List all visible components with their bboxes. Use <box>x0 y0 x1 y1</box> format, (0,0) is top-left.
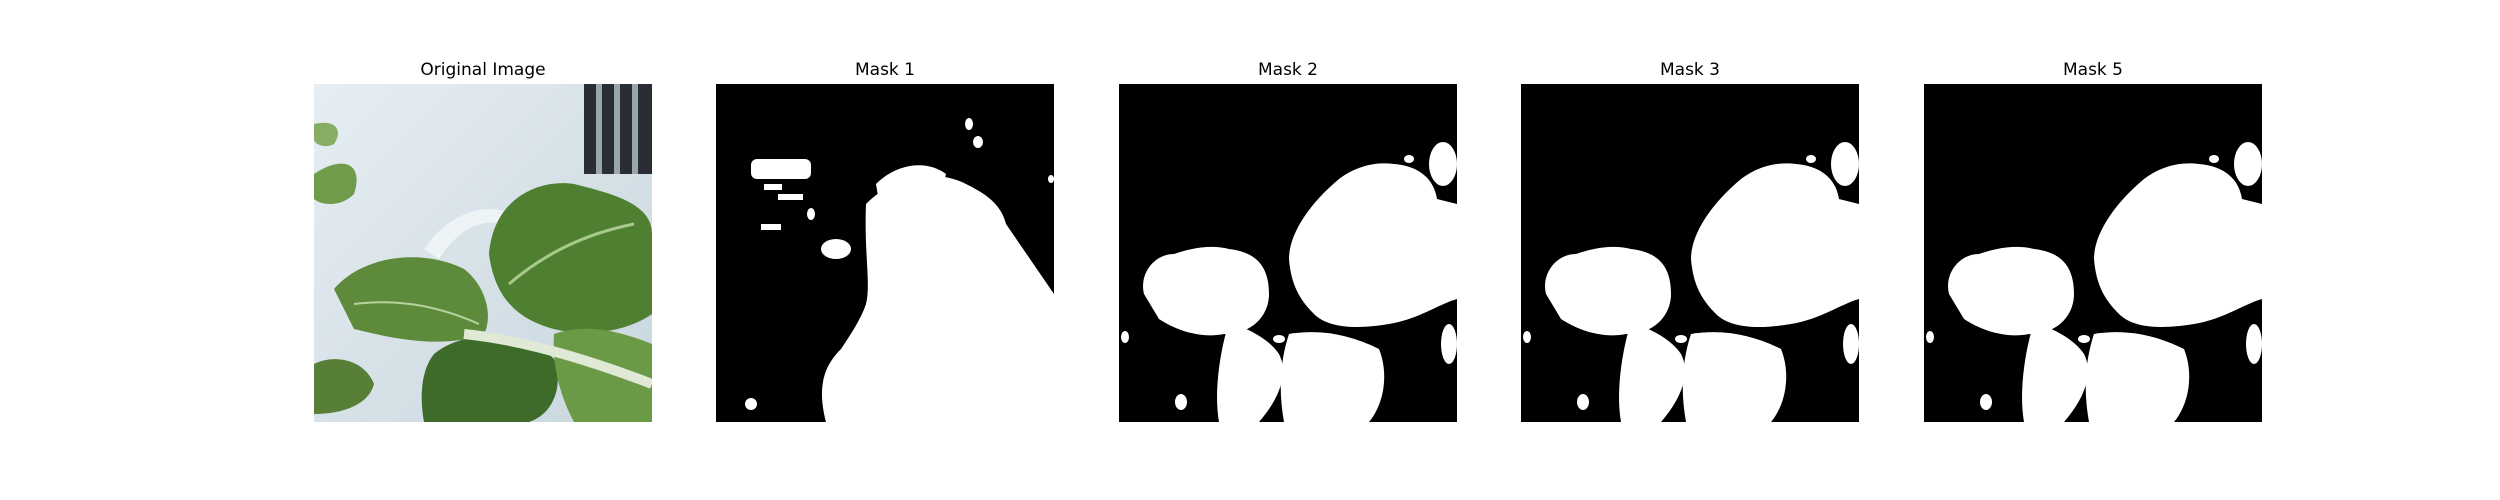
original-image-panel <box>314 84 652 422</box>
panel-title-mask3: Mask 3 <box>1659 60 1720 80</box>
mask-1-image <box>716 84 1054 422</box>
mask-5-panel <box>1924 84 2262 422</box>
panel-title-mask2: Mask 2 <box>1257 60 1318 80</box>
mask-1-panel <box>716 84 1054 422</box>
panel-title-mask1: Mask 1 <box>854 60 915 80</box>
mask-3-panel <box>1521 84 1859 422</box>
panel-title-original: Original Image <box>420 60 546 80</box>
original-image <box>314 84 652 422</box>
panel-title-mask5: Mask 5 <box>2062 60 2123 80</box>
mask-5-image <box>1924 84 2262 422</box>
mask-2-image <box>1119 84 1457 422</box>
mask-2-panel <box>1119 84 1457 422</box>
mask-3-image <box>1521 84 1859 422</box>
